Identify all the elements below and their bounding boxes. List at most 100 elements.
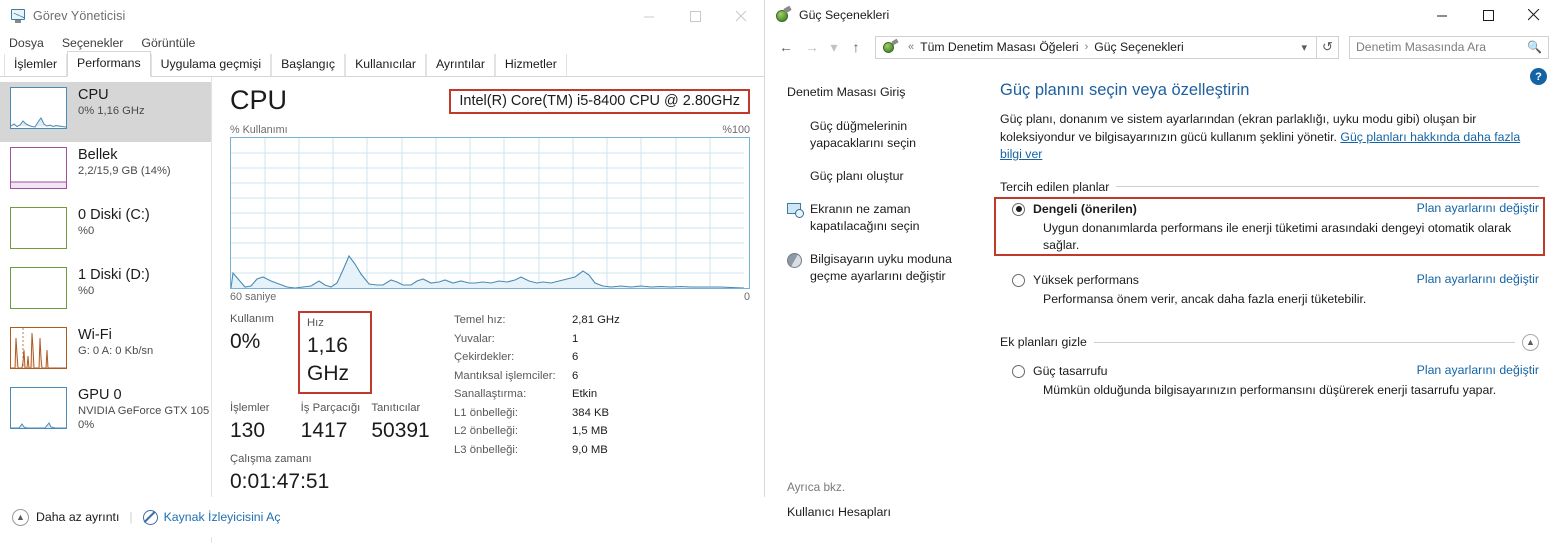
plan-row-balanced[interactable]: Dengeli (önerilen) Plan ayarlarını değiş… xyxy=(1000,199,1539,254)
plan-description: Mümkün olduğunda bilgisayarınızın perfor… xyxy=(1043,382,1497,397)
maximize-icon[interactable] xyxy=(1465,0,1511,30)
sidebar-item-label: Bellek xyxy=(78,147,118,163)
performance-sidebar: CPU 0% 1,16 GHz Bellek 2,2/15,9 GB (14%) xyxy=(0,77,212,543)
tab-islemler[interactable]: İşlemler xyxy=(4,54,68,76)
performance-detail-panel: CPU Intel(R) Core(TM) i5-8400 CPU @ 2.80… xyxy=(212,77,764,543)
detail-value: 6 xyxy=(572,351,579,363)
menu-item-options[interactable]: Seçenekler xyxy=(61,36,124,50)
radio-power-saver[interactable] xyxy=(1012,364,1025,378)
sidebar-item-label: Ekranın ne zaman kapatılacağını seçin xyxy=(810,202,920,233)
search-icon[interactable]: 🔍 xyxy=(1527,40,1542,54)
search-placeholder: Denetim Masasında Ara xyxy=(1356,40,1487,54)
minimize-icon[interactable] xyxy=(626,0,672,32)
graph-x-right-label: 0 xyxy=(743,291,750,303)
plan-description: Uygun donanımlarda performans ile enerji… xyxy=(1043,220,1512,252)
change-plan-settings-link[interactable]: Plan ayarlarını değiştir xyxy=(1416,362,1539,377)
back-icon[interactable]: ← xyxy=(779,39,793,55)
cpu-model-name: Intel(R) Core(TM) i5-8400 CPU @ 2.80GHz xyxy=(449,89,750,114)
detail-key: Temel hız: xyxy=(454,314,506,326)
forward-icon[interactable]: → xyxy=(805,39,819,55)
close-icon[interactable] xyxy=(718,0,764,32)
also-see-section: Ayrıca bkz. Kullanıcı Hesapları xyxy=(787,480,891,519)
search-input[interactable]: Denetim Masasında Ara 🔍 xyxy=(1349,35,1549,59)
close-icon[interactable] xyxy=(1511,0,1557,30)
menu-item-view[interactable]: Görüntüle xyxy=(141,36,196,50)
open-resource-monitor-link[interactable]: Kaynak İzleyicisini Aç xyxy=(163,510,281,524)
chevron-up-icon[interactable]: ▲ xyxy=(12,508,29,526)
sidebar-item-label: Wi-Fi xyxy=(78,327,112,343)
tab-performans[interactable]: Performans xyxy=(67,51,151,77)
up-icon[interactable]: ↑ xyxy=(852,39,860,55)
minimize-icon[interactable] xyxy=(1419,0,1465,30)
detail-value: 1 xyxy=(572,332,579,345)
sidebar-item-disk-0[interactable]: 0 Diski (C:) %0 xyxy=(0,202,211,262)
sidebar-item-control-panel-home[interactable]: Denetim Masası Giriş xyxy=(787,85,906,99)
sidebar-item-disk-1[interactable]: 1 Diski (D:) %0 xyxy=(0,262,211,322)
tab-kullanicilar[interactable]: Kullanıcılar xyxy=(345,54,426,76)
power-options-icon xyxy=(774,5,792,23)
plan-row-high-performance[interactable]: Yüksek performans Plan ayarlarını değişt… xyxy=(1000,268,1539,308)
tab-ayrintilar[interactable]: Ayrıntılar xyxy=(425,54,495,76)
change-plan-settings-link[interactable]: Plan ayarlarını değiştir xyxy=(1416,271,1539,286)
breadcrumb-root[interactable]: « xyxy=(908,41,915,53)
task-manager-title: Görev Yöneticisi xyxy=(33,9,126,23)
learn-more-link[interactable]: Güç planları hakkında daha fazla bilgi v… xyxy=(1000,129,1521,162)
task-manager-window: Görev Yöneticisi Dosya Seçenekler Görünt… xyxy=(0,0,765,543)
detail-value: 9,0 MB xyxy=(572,443,608,456)
selected-plan-highlight xyxy=(994,196,1545,256)
page-description: Güç planı, donanım ve sistem ayarlarında… xyxy=(1000,112,1477,144)
tab-uygulama-gecmisi[interactable]: Uygulama geçmişi xyxy=(150,54,272,76)
plan-name: Yüksek performans xyxy=(1033,272,1139,287)
radio-high-performance[interactable] xyxy=(1012,273,1025,287)
sidebar-item-sleep-settings[interactable]: Bilgisayarın uyku moduna geçme ayarların… xyxy=(787,251,978,285)
cpu-utilization-graph xyxy=(230,137,750,289)
graph-x-left-label: 60 saniye xyxy=(230,291,277,303)
sidebar-item-label: CPU xyxy=(78,87,109,103)
chevron-up-icon[interactable]: ▲ xyxy=(1522,333,1539,351)
threads-value: 1417 xyxy=(300,419,348,442)
also-see-user-accounts-link[interactable]: Kullanıcı Hesapları xyxy=(787,505,891,519)
less-details-button[interactable]: Daha az ayrıntı xyxy=(36,510,120,524)
chevron-down-icon[interactable]: ▾ xyxy=(1301,41,1307,54)
sidebar-item-sublabel: %0 xyxy=(78,285,95,297)
usage-label: Kullanım xyxy=(230,313,274,325)
sidebar-item-cpu[interactable]: CPU 0% 1,16 GHz xyxy=(0,82,211,142)
refresh-icon[interactable]: ↺ xyxy=(1317,35,1339,59)
power-options-title: Güç Seçenekleri xyxy=(799,8,890,22)
tab-baslangic[interactable]: Başlangıç xyxy=(271,54,346,76)
radio-balanced[interactable] xyxy=(1012,202,1025,216)
plan-row-power-saver[interactable]: Güç tasarrufu Plan ayarlarını değiştir M… xyxy=(1000,359,1539,399)
page-title: Güç planını seçin veya özelleştirin xyxy=(1000,81,1250,99)
sidebar-item-sublabel: NVIDIA GeForce GTX 105 xyxy=(78,405,210,417)
sidebar-item-power-buttons[interactable]: Güç düğmelerinin yapacaklarını seçin xyxy=(787,118,978,152)
menu-item-file[interactable]: Dosya xyxy=(9,36,44,50)
detail-value: Etkin xyxy=(572,388,598,400)
processes-label: İşlemler xyxy=(230,402,270,414)
sidebar-item-create-power-plan[interactable]: Güç planı oluştur xyxy=(787,168,978,185)
help-icon[interactable]: ? xyxy=(1530,68,1547,85)
sidebar-item-bellek[interactable]: Bellek 2,2/15,9 GB (14%) xyxy=(0,142,211,202)
maximize-icon[interactable] xyxy=(672,0,718,32)
breadcrumb-item-power-options[interactable]: Güç Seçenekleri xyxy=(1094,40,1184,54)
disk1-thumbnail-graph xyxy=(10,267,67,309)
sidebar-item-wifi[interactable]: Wi-Fi G: 0 A: 0 Kb/sn xyxy=(0,322,211,382)
sidebar-item-sublabel-2: 0% xyxy=(78,419,95,431)
detail-key: L1 önbelleği: xyxy=(454,406,519,419)
sidebar-item-gpu-0[interactable]: GPU 0 NVIDIA GeForce GTX 105 0% xyxy=(0,382,211,442)
recent-locations-chevron-icon[interactable]: ▾ xyxy=(830,38,838,55)
breadcrumb[interactable]: « Tüm Denetim Masası Öğeleri › Güç Seçen… xyxy=(875,35,1317,59)
resource-monitor-icon[interactable] xyxy=(142,509,158,525)
group-label: Tercih edilen planlar xyxy=(1000,179,1110,194)
breadcrumb-item-control-panel[interactable]: Tüm Denetim Masası Öğeleri xyxy=(920,40,1079,54)
sidebar-item-screen-timeout[interactable]: Ekranın ne zaman kapatılacağını seçin xyxy=(787,201,978,235)
change-plan-settings-link[interactable]: Plan ayarlarını değiştir xyxy=(1416,200,1539,215)
disk0-thumbnail-graph xyxy=(10,207,67,249)
group-divider xyxy=(1116,186,1539,187)
sidebar-item-sublabel: 2,2/15,9 GB (14%) xyxy=(78,165,171,177)
tab-hizmetler[interactable]: Hizmetler xyxy=(494,54,567,76)
handles-value: 50391 xyxy=(371,419,430,442)
plan-description: Performansa önem verir, ancak daha fazla… xyxy=(1043,291,1367,306)
screen-timeout-icon xyxy=(787,201,810,235)
plan-name: Güç tasarrufu xyxy=(1033,363,1108,378)
uptime-value: 0:01:47:51 xyxy=(230,470,330,493)
